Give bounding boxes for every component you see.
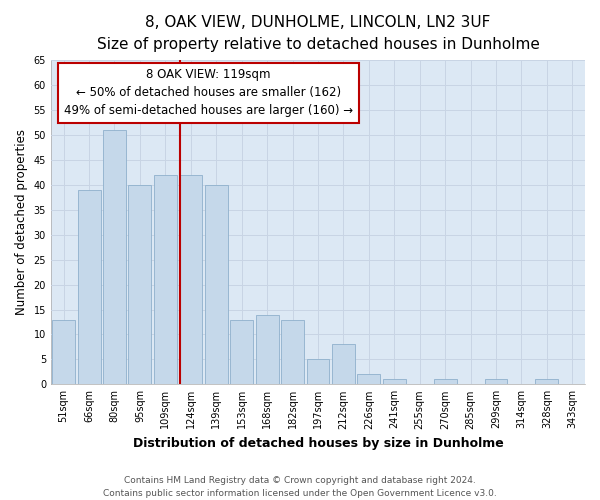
Bar	[154, 175, 177, 384]
Bar	[281, 320, 304, 384]
Bar	[52, 320, 75, 384]
Bar	[256, 314, 278, 384]
Bar	[103, 130, 126, 384]
Bar	[307, 360, 329, 384]
Bar	[332, 344, 355, 385]
Text: Contains HM Land Registry data © Crown copyright and database right 2024.
Contai: Contains HM Land Registry data © Crown c…	[103, 476, 497, 498]
Bar	[434, 380, 457, 384]
Title: 8, OAK VIEW, DUNHOLME, LINCOLN, LN2 3UF
Size of property relative to detached ho: 8, OAK VIEW, DUNHOLME, LINCOLN, LN2 3UF …	[97, 15, 539, 52]
Bar	[358, 374, 380, 384]
Bar	[485, 380, 508, 384]
Bar	[383, 380, 406, 384]
Bar	[205, 185, 227, 384]
Bar	[535, 380, 558, 384]
Text: 8 OAK VIEW: 119sqm
← 50% of detached houses are smaller (162)
49% of semi-detach: 8 OAK VIEW: 119sqm ← 50% of detached hou…	[64, 68, 353, 117]
Bar	[77, 190, 101, 384]
Bar	[179, 175, 202, 384]
Y-axis label: Number of detached properties: Number of detached properties	[15, 130, 28, 316]
Bar	[128, 185, 151, 384]
X-axis label: Distribution of detached houses by size in Dunholme: Distribution of detached houses by size …	[133, 437, 503, 450]
Bar	[230, 320, 253, 384]
